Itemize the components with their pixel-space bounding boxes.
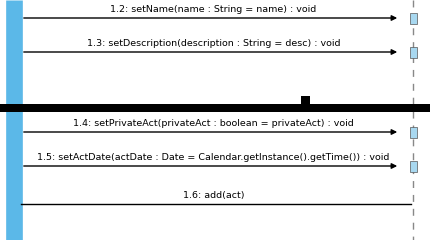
Bar [409,126,417,138]
Bar [301,96,310,104]
Text: 1.4: setPrivateAct(privateAct : boolean = privateAct) : void: 1.4: setPrivateAct(privateAct : boolean … [73,119,354,128]
Text: 1.3: setDescription(description : String = desc) : void: 1.3: setDescription(description : String… [87,39,340,48]
Bar [0,104,430,112]
Bar [409,12,417,24]
Text: 1.6: add(act): 1.6: add(act) [183,191,244,200]
Text: 1.2: setName(name : String = name) : void: 1.2: setName(name : String = name) : voi… [111,5,316,14]
Bar [409,161,417,172]
Text: 1.5: setActDate(actDate : Date = Calendar.getInstance().getTime()) : void: 1.5: setActDate(actDate : Date = Calenda… [37,153,390,162]
Bar [409,47,417,58]
